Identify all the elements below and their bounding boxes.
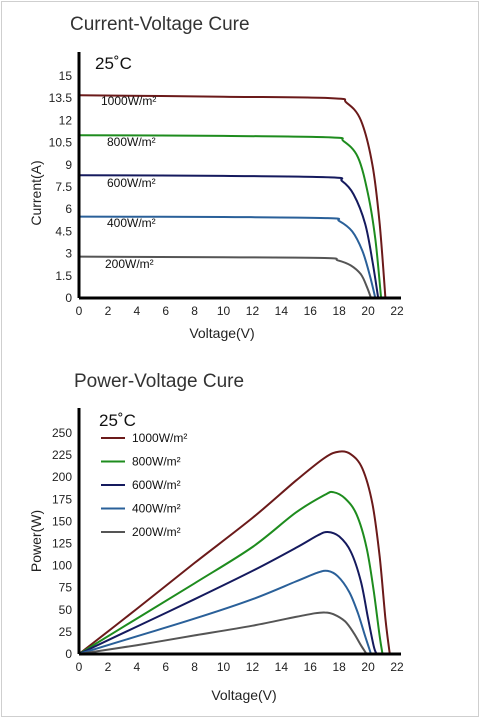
- iv-series-line-2: [78, 174, 380, 299]
- iv-y-tick-label: 15: [59, 69, 73, 83]
- pv-y-tick-label: 75: [59, 581, 73, 595]
- pv-x-tick-label: 10: [217, 660, 231, 674]
- iv-x-tick-label: 8: [191, 304, 198, 318]
- pv-x-axis-label: Voltage(V): [211, 687, 276, 703]
- iv-chart: Current-Voltage Cure 25˚C 0 1.5 3 4.5 6 7.5 9 1…: [28, 14, 404, 341]
- iv-y-tick-label: 1.5: [55, 269, 72, 283]
- pv-tick-labels: 0 25 50 75 100 125 150 175 200 225 250 0 2 4 6 8 10 12 14 1…: [52, 426, 404, 674]
- pv-x-tick-label: 4: [133, 660, 140, 674]
- pv-y-tick-label: 225: [52, 448, 72, 462]
- pv-y-tick-label: 0: [65, 647, 72, 661]
- pv-x-tick-label: 14: [275, 660, 289, 674]
- pv-series-line-4: [78, 611, 368, 655]
- pv-x-tick-label: 12: [246, 660, 260, 674]
- iv-x-tick-label: 14: [275, 304, 289, 318]
- iv-y-tick-label: 7.5: [55, 180, 72, 194]
- iv-x-tick-label: 12: [246, 304, 260, 318]
- iv-x-tick-label: 16: [304, 304, 318, 318]
- pv-series-line-3: [78, 569, 372, 655]
- iv-tick-labels: 0 1.5 3 4.5 6 7.5 9 10.5 12 13.5 15 0 2 4 6 8 10 12 14 16 18…: [49, 69, 404, 318]
- pv-legend-label: 600W/m²: [132, 478, 181, 492]
- pv-x-tick-label: 0: [76, 660, 83, 674]
- iv-curve-label: 1000W/m²: [101, 94, 156, 108]
- iv-x-axis-label: Voltage(V): [189, 325, 254, 341]
- pv-x-tick-label: 18: [333, 660, 347, 674]
- iv-y-tick-label: 4.5: [55, 224, 72, 238]
- pv-y-tick-label: 175: [52, 492, 72, 506]
- iv-x-tick-label: 10: [217, 304, 231, 318]
- iv-curve-label: 800W/m²: [107, 135, 156, 149]
- pv-x-tick-label: 20: [361, 660, 375, 674]
- iv-curve-labels: 1000W/m² 800W/m² 600W/m² 400W/m² 200W/m²: [101, 94, 156, 271]
- pv-y-tick-label: 150: [52, 514, 72, 528]
- iv-curve-label: 200W/m²: [105, 257, 154, 271]
- iv-axes: [77, 52, 401, 300]
- iv-y-tick-label: 0: [65, 291, 72, 305]
- iv-y-tick-label: 10.5: [49, 136, 73, 150]
- pv-series-line-0: [78, 450, 391, 655]
- pv-y-tick-label: 25: [59, 625, 73, 639]
- iv-series-line-1: [78, 134, 383, 299]
- iv-curve-label: 400W/m²: [107, 216, 156, 230]
- iv-x-tick-label: 22: [390, 304, 404, 318]
- pv-temperature-label: 25˚C: [99, 411, 136, 430]
- pv-y-tick-label: 200: [52, 470, 72, 484]
- iv-y-tick-label: 12: [59, 113, 73, 127]
- pv-series-line-2: [78, 530, 378, 655]
- iv-y-tick-label: 9: [65, 158, 72, 172]
- iv-chart-title: Current-Voltage Cure: [70, 14, 250, 35]
- iv-x-tick-label: 4: [133, 304, 140, 318]
- pv-legend: 1000W/m² 800W/m² 600W/m² 400W/m² 200W/m²: [101, 431, 187, 539]
- iv-y-tick-label: 6: [65, 202, 72, 216]
- pv-y-axis-label: Power(W): [28, 510, 44, 572]
- pv-y-tick-label: 100: [52, 559, 72, 573]
- iv-y-tick-label: 3: [65, 247, 72, 261]
- iv-x-tick-label: 20: [361, 304, 375, 318]
- pv-x-tick-label: 8: [191, 660, 198, 674]
- iv-series-line-4: [78, 255, 372, 299]
- iv-y-tick-label: 13.5: [49, 91, 73, 105]
- pv-legend-label: 1000W/m²: [132, 431, 187, 445]
- pv-y-tick-label: 50: [59, 603, 73, 617]
- pv-legend-label: 800W/m²: [132, 455, 181, 469]
- pv-x-tick-label: 6: [162, 660, 169, 674]
- iv-x-tick-label: 6: [162, 304, 169, 318]
- iv-series-line-0: [78, 94, 387, 299]
- iv-x-tick-label: 18: [333, 304, 347, 318]
- pv-y-tick-label: 250: [52, 426, 72, 440]
- pv-axes: [77, 408, 401, 656]
- iv-x-tick-label: 0: [76, 304, 83, 318]
- iv-y-axis-label: Current(A): [28, 160, 44, 225]
- pv-series-line-1: [78, 490, 384, 655]
- pv-x-tick-label: 16: [304, 660, 318, 674]
- pv-chart-title: Power-Voltage Cure: [74, 371, 244, 392]
- iv-temperature-label: 25˚C: [95, 54, 132, 73]
- pv-y-tick-label: 125: [52, 537, 72, 551]
- pv-legend-label: 200W/m²: [132, 525, 181, 539]
- pv-legend-label: 400W/m²: [132, 502, 181, 516]
- iv-curve-label: 600W/m²: [107, 176, 156, 190]
- pv-chart: Power-Voltage Cure 25˚C 0255075100125150…: [28, 371, 404, 703]
- iv-x-tick-label: 2: [105, 304, 112, 318]
- pv-x-tick-label: 22: [390, 660, 404, 674]
- iv-series-line-3: [78, 215, 377, 299]
- pv-x-tick-label: 2: [105, 660, 112, 674]
- iv-curves: [78, 94, 387, 299]
- pv-curves: [78, 450, 391, 655]
